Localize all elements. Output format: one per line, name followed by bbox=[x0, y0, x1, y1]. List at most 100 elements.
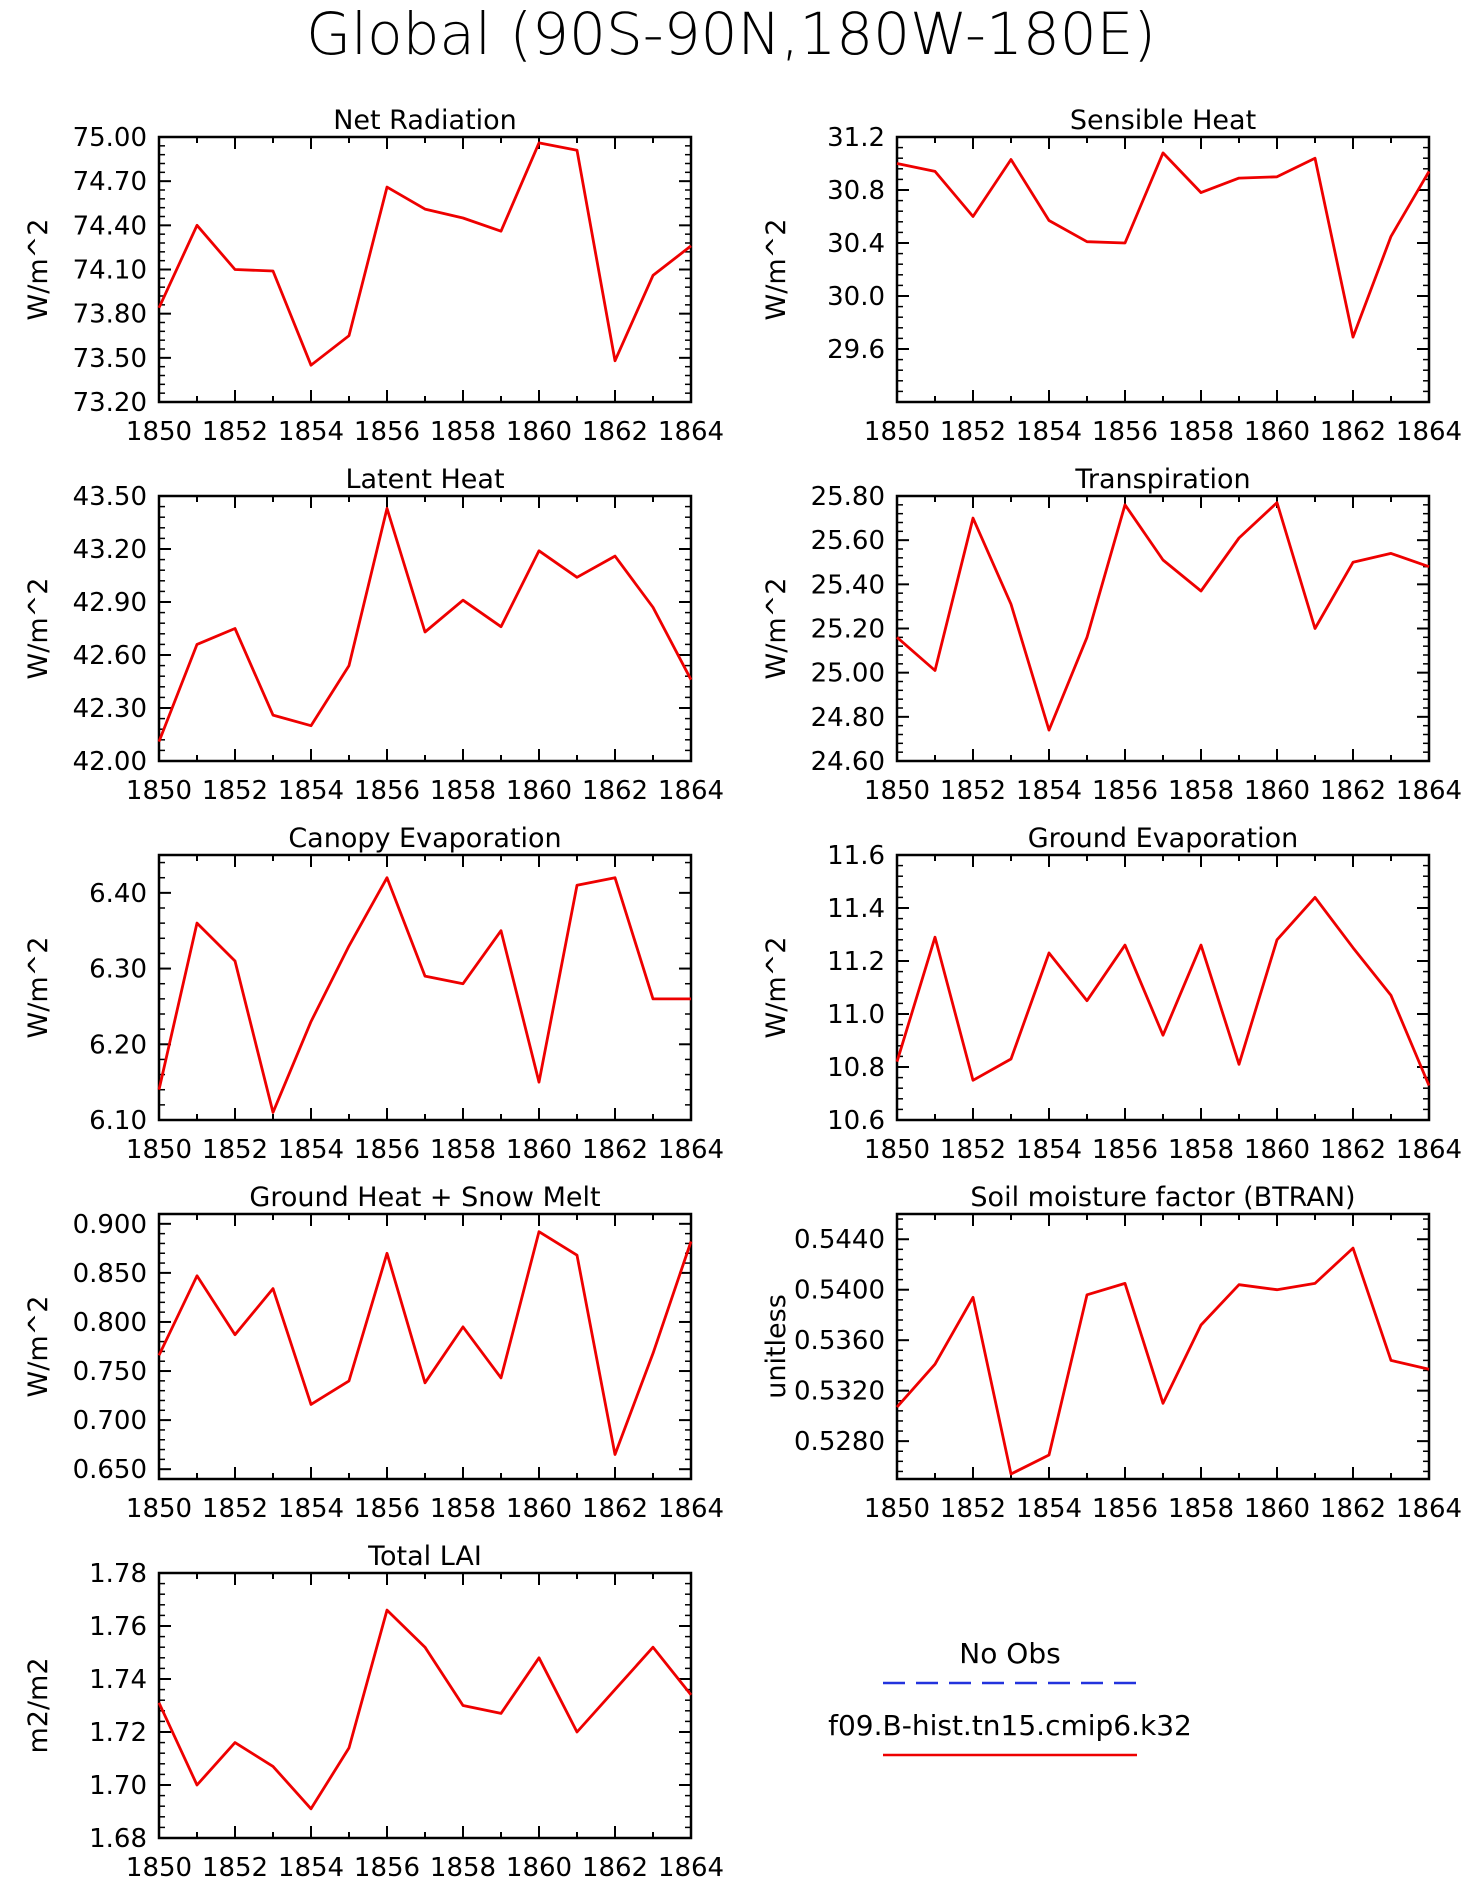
x-tick-label: 1854 bbox=[1016, 1494, 1082, 1524]
y-tick-label: 24.80 bbox=[811, 703, 885, 733]
x-tick-label: 1858 bbox=[430, 1853, 496, 1883]
y-tick-label: 1.74 bbox=[89, 1665, 147, 1695]
x-tick-label: 1862 bbox=[582, 776, 648, 806]
data-point bbox=[348, 664, 351, 667]
data-point bbox=[934, 170, 937, 173]
data-point bbox=[348, 1379, 351, 1382]
data-point bbox=[690, 245, 693, 248]
data-point bbox=[934, 936, 937, 939]
y-tick-label: 0.650 bbox=[73, 1455, 147, 1485]
data-point bbox=[158, 306, 161, 309]
data-point bbox=[1276, 1288, 1279, 1291]
data-point bbox=[348, 944, 351, 947]
x-tick-label: 1852 bbox=[940, 1494, 1006, 1524]
chart-panel-1: 1850 1852 1854 1856 1858 1860 1862 1864 73.20 73.… bbox=[23, 105, 724, 447]
y-axis-label: W/m^2 bbox=[23, 219, 54, 321]
data-point bbox=[196, 643, 199, 646]
data-point bbox=[614, 876, 617, 879]
x-tick-label: 1860 bbox=[506, 1853, 572, 1883]
data-point bbox=[1200, 191, 1203, 194]
x-tick-label: 1854 bbox=[1016, 417, 1082, 447]
data-point bbox=[1314, 627, 1317, 630]
x-tick-label: 1850 bbox=[864, 417, 930, 447]
data-point bbox=[1162, 152, 1165, 155]
data-point bbox=[1200, 944, 1203, 947]
data-point bbox=[1276, 938, 1279, 941]
x-tick-label: 1850 bbox=[864, 1135, 930, 1165]
y-tick-label: 1.78 bbox=[89, 1559, 147, 1589]
y-axis-label: W/m^2 bbox=[23, 578, 54, 680]
x-tick-label: 1852 bbox=[940, 776, 1006, 806]
y-tick-label: 30.0 bbox=[827, 282, 885, 312]
data-point bbox=[462, 1325, 465, 1328]
data-point bbox=[1428, 1368, 1431, 1371]
chart-panel-8: 1850 1852 1854 1856 1858 1860 1862 1864 0.5280 0.… bbox=[761, 1182, 1462, 1524]
data-point bbox=[576, 149, 579, 152]
x-tick-label: 1858 bbox=[430, 776, 496, 806]
y-tick-label: 73.50 bbox=[73, 344, 147, 374]
x-tick-label: 1862 bbox=[582, 1853, 648, 1883]
x-tick-label: 1864 bbox=[658, 1135, 724, 1165]
y-tick-label: 0.5400 bbox=[794, 1276, 885, 1306]
data-point bbox=[1352, 1247, 1355, 1250]
data-point bbox=[500, 929, 503, 932]
data-point bbox=[348, 1747, 351, 1750]
data-point bbox=[690, 1694, 693, 1697]
y-tick-label: 30.8 bbox=[827, 176, 885, 206]
data-point bbox=[538, 549, 541, 552]
y-tick-label: 11.6 bbox=[827, 841, 885, 871]
x-tick-label: 1858 bbox=[430, 417, 496, 447]
series-line bbox=[896, 151, 1431, 339]
y-tick-label: 42.60 bbox=[73, 641, 147, 671]
data-point bbox=[1048, 952, 1051, 955]
x-tick-label: 1856 bbox=[1092, 417, 1158, 447]
x-tick-label: 1864 bbox=[1396, 1135, 1462, 1165]
series-line bbox=[896, 501, 1430, 732]
data-point bbox=[1048, 1454, 1051, 1457]
data-point bbox=[934, 669, 937, 672]
data-point bbox=[424, 208, 427, 211]
data-point bbox=[576, 576, 579, 579]
y-tick-label: 0.5280 bbox=[794, 1427, 885, 1457]
data-point bbox=[972, 1296, 975, 1299]
x-tick-label: 1864 bbox=[658, 776, 724, 806]
data-point bbox=[1390, 994, 1393, 997]
data-point bbox=[1200, 590, 1203, 593]
y-tick-label: 24.60 bbox=[811, 747, 885, 777]
data-point bbox=[1162, 559, 1165, 562]
x-tick-label: 1864 bbox=[658, 1494, 724, 1524]
x-tick-label: 1864 bbox=[1396, 776, 1462, 806]
data-point bbox=[614, 359, 617, 362]
data-point bbox=[972, 517, 975, 520]
y-axis-label: unitless bbox=[761, 1294, 792, 1399]
data-point bbox=[1010, 1473, 1013, 1476]
data-point bbox=[462, 1704, 465, 1707]
y-tick-label: 11.4 bbox=[827, 894, 885, 924]
data-point bbox=[652, 1646, 655, 1649]
data-point bbox=[690, 1240, 693, 1243]
x-tick-label: 1852 bbox=[940, 417, 1006, 447]
data-point bbox=[972, 1079, 975, 1082]
y-tick-label: 0.750 bbox=[73, 1357, 147, 1387]
x-tick-label: 1858 bbox=[430, 1494, 496, 1524]
y-tick-label: 0.900 bbox=[73, 1210, 147, 1240]
y-tick-label: 6.30 bbox=[89, 955, 147, 985]
data-point bbox=[1314, 896, 1317, 899]
x-tick-label: 1850 bbox=[126, 417, 192, 447]
y-tick-label: 0.850 bbox=[73, 1259, 147, 1289]
data-point bbox=[1048, 729, 1051, 732]
data-point bbox=[1276, 501, 1279, 504]
chart-title: Soil moisture factor (BTRAN) bbox=[970, 1182, 1355, 1213]
y-tick-label: 25.80 bbox=[811, 482, 885, 512]
chart-panel-6: 1850 1852 1854 1856 1858 1860 1862 1864 10.6 10.8… bbox=[761, 823, 1462, 1165]
x-tick-label: 1854 bbox=[278, 1853, 344, 1883]
data-point bbox=[1086, 1293, 1089, 1296]
x-tick-label: 1852 bbox=[202, 776, 268, 806]
data-point bbox=[424, 631, 427, 634]
data-point bbox=[1124, 1282, 1127, 1285]
y-tick-label: 1.76 bbox=[89, 1612, 147, 1642]
y-tick-label: 25.20 bbox=[811, 615, 885, 645]
x-tick-label: 1862 bbox=[582, 1494, 648, 1524]
legend-label: f09.B-hist.tn15.cmip6.k32 bbox=[828, 1709, 1192, 1742]
plot-frame bbox=[895, 494, 1431, 763]
